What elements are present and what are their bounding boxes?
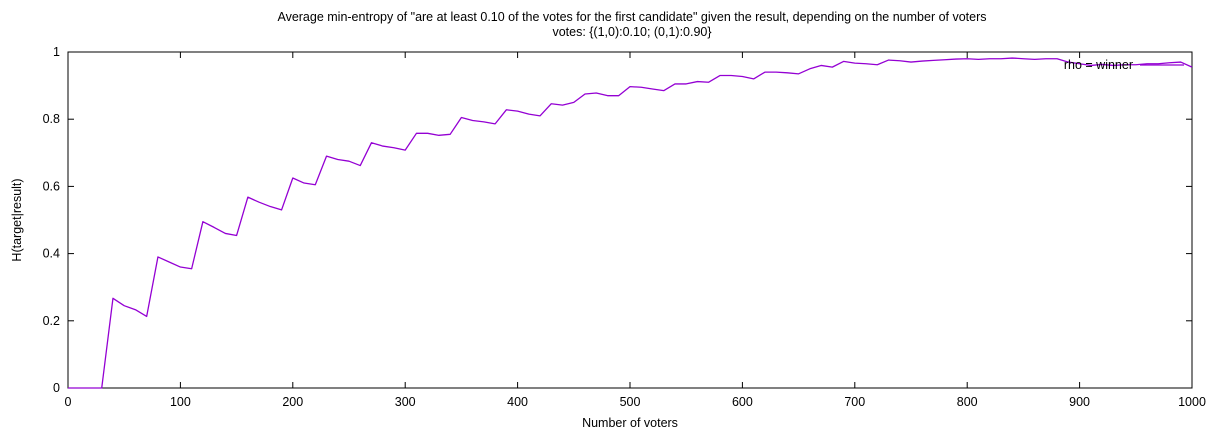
- legend: rho = winner: [1064, 58, 1184, 72]
- series-layer: [68, 57, 1193, 389]
- chart-title: Average min-entropy of "are at least 0.1…: [277, 10, 986, 24]
- y-tick-label: 0.4: [43, 247, 60, 261]
- y-axis-label: H(target|result): [10, 178, 24, 261]
- x-tick-label: 700: [844, 395, 865, 409]
- x-tick-label: 300: [395, 395, 416, 409]
- x-tick-label: 800: [957, 395, 978, 409]
- x-axis: 0 100 200 300 400 500 600 700 800 900 1000: [65, 52, 1206, 409]
- x-tick-label: 900: [1069, 395, 1090, 409]
- y-tick-label: 0.6: [43, 179, 60, 193]
- x-tick-label: 100: [170, 395, 191, 409]
- y-tick-label: 1: [53, 45, 60, 59]
- x-axis-label: Number of voters: [582, 416, 678, 430]
- y-tick-label: 0.2: [43, 314, 60, 328]
- legend-label: rho = winner: [1064, 58, 1133, 72]
- x-tick-label: 500: [620, 395, 641, 409]
- y-tick-label: 0: [53, 381, 60, 395]
- y-tick-label: 0.8: [43, 112, 60, 126]
- x-tick-label: 400: [507, 395, 528, 409]
- x-tick-label: 0: [65, 395, 72, 409]
- series-line: [68, 57, 1193, 389]
- chart-subtitle: votes: {(1,0):0.10; (0,1):0.90}: [552, 25, 711, 39]
- x-tick-label: 600: [732, 395, 753, 409]
- x-tick-label: 1000: [1178, 395, 1206, 409]
- x-tick-label: 200: [282, 395, 303, 409]
- y-axis: 0 0.2 0.4 0.6 0.8 1: [43, 45, 1192, 395]
- plot-frame: [67, 51, 1193, 389]
